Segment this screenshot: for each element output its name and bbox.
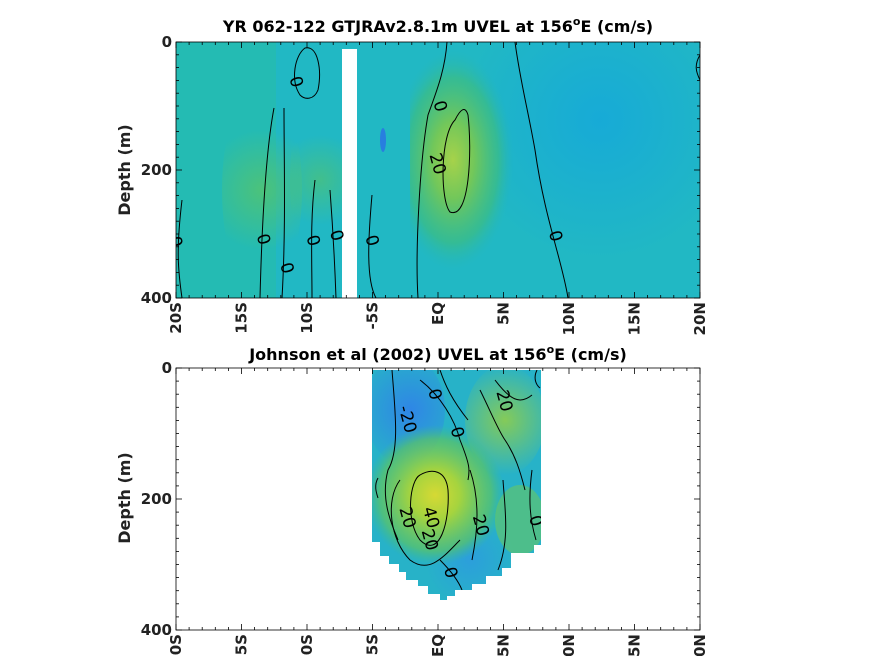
y-tick-label: 400	[141, 289, 172, 307]
bottom-y-axis-label: Depth (m)	[115, 452, 134, 544]
contour-label: 0	[429, 98, 451, 114]
bottom-chart-title: Johnson et al (2002) UVEL at 156oE (cm/s…	[248, 343, 627, 364]
contour-label: 0	[275, 260, 297, 276]
x-tick-label: 5N	[495, 302, 513, 325]
x-tick-label: EQ	[429, 302, 447, 325]
x-tick-label: 20N	[691, 302, 709, 335]
top-chart-title: YR 062-122 GTJRAv2.8.1m UVEL at 156oE (c…	[222, 15, 653, 36]
contour-label: 0	[446, 425, 468, 441]
bottom-panel: Johnson et al (2002) UVEL at 156oE (cm/s…	[115, 343, 709, 656]
x-tick-label: 10N	[560, 634, 578, 656]
x-tick-label: 15N	[626, 302, 644, 335]
x-tick-label: -5S	[364, 634, 382, 656]
y-tick-label: 0	[162, 359, 172, 377]
x-tick-label: -5S	[364, 302, 382, 329]
x-tick-label: 10S	[298, 302, 316, 334]
contour-label: 0	[423, 387, 445, 403]
y-tick-label: 0	[162, 33, 172, 51]
contour-label: 0	[524, 513, 546, 529]
x-tick-label: 5N	[495, 634, 513, 656]
x-tick-label: 15N	[626, 634, 644, 656]
bottom-ticks: 20S 15S 10S -5S EQ 5N 10N 15N 20N 0 200 400	[141, 359, 709, 656]
x-tick-label: EQ	[429, 634, 447, 656]
top-y-axis-label: Depth (m)	[115, 124, 134, 216]
y-tick-label: 200	[141, 161, 172, 179]
data-gap	[342, 49, 357, 298]
contour-label: 0	[439, 565, 461, 581]
y-tick-label: 200	[141, 490, 172, 508]
x-tick-label: 20N	[691, 634, 709, 656]
x-tick-label: 15S	[233, 634, 251, 656]
contour-label: 0	[252, 232, 274, 248]
contour-label: 0	[360, 233, 382, 249]
contour-label: 0	[325, 228, 347, 244]
x-tick-label: 10S	[298, 634, 316, 656]
contour-label: 0	[284, 74, 306, 90]
top-ticks: 20S 15S 10S -5S EQ 5N 10N 15N 20N 0 200 400	[141, 33, 709, 335]
top-panel: YR 062-122 GTJRAv2.8.1m UVEL at 156oE (c…	[115, 15, 709, 335]
x-tick-label: 10N	[560, 302, 578, 335]
x-tick-label: 20S	[167, 634, 185, 656]
x-tick-label: 15S	[233, 302, 251, 334]
y-tick-label: 400	[141, 621, 172, 639]
contour-label: 0	[164, 234, 186, 250]
contour-label: 0	[544, 228, 566, 244]
x-tick-label: 20S	[167, 302, 185, 334]
contour-label: 0	[302, 233, 324, 249]
